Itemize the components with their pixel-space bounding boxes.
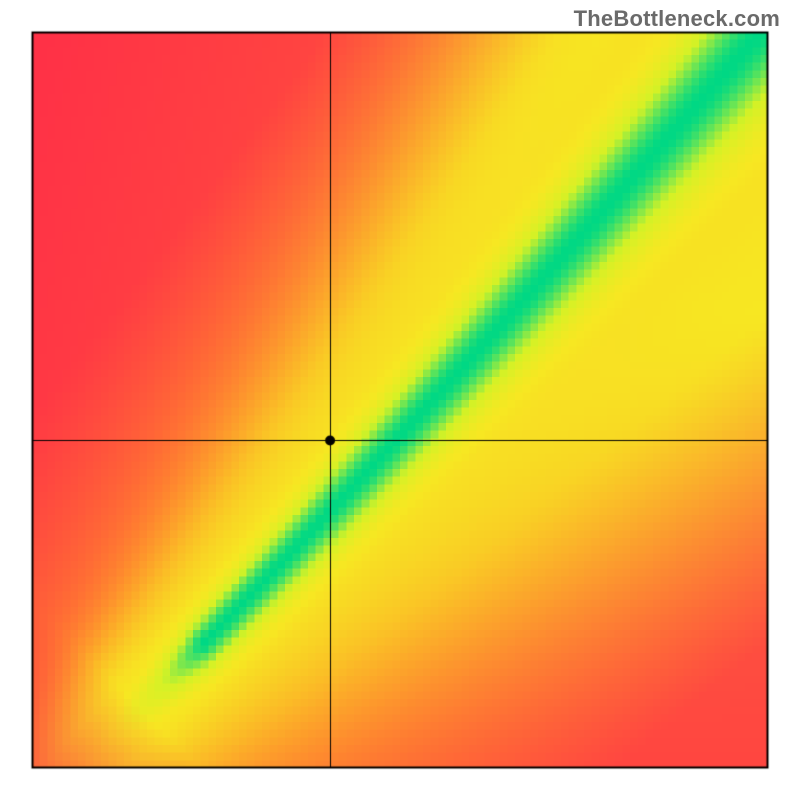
heatmap-canvas [32, 32, 768, 768]
watermark-text: TheBottleneck.com [574, 6, 780, 32]
chart-container: TheBottleneck.com [0, 0, 800, 800]
